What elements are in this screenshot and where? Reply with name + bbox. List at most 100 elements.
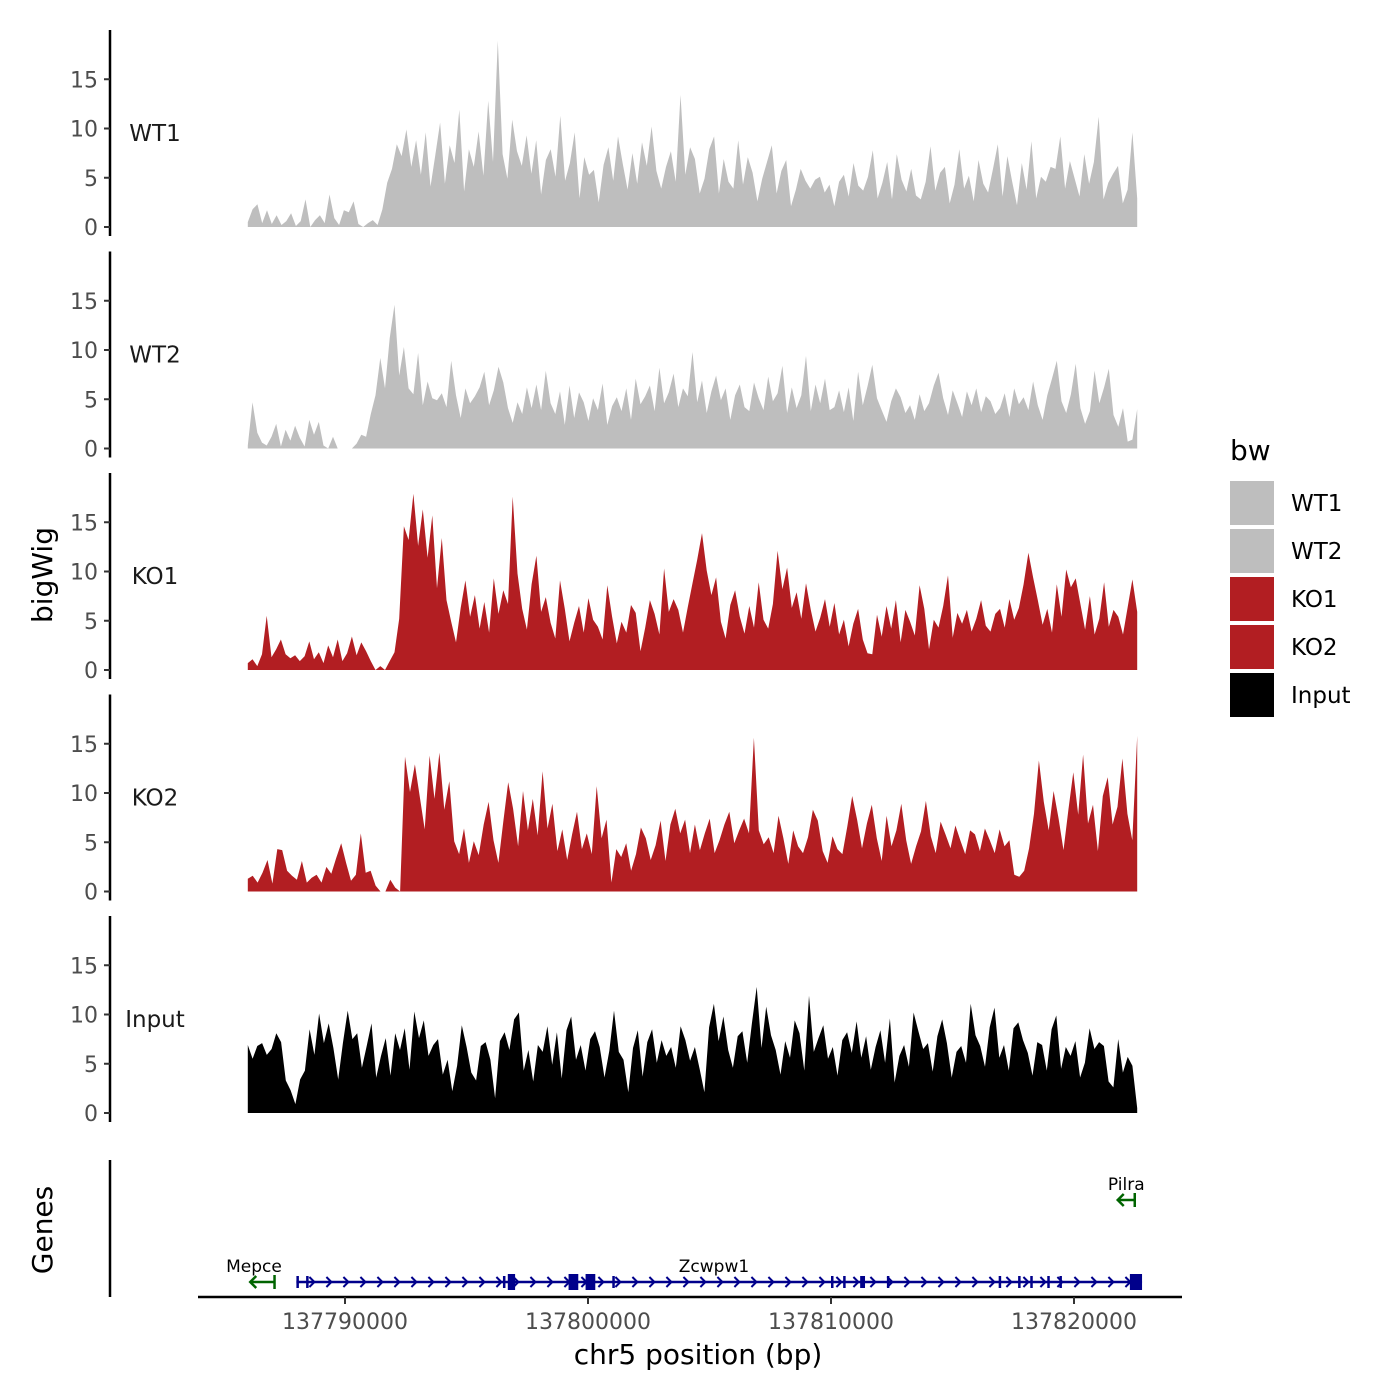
strand-arrow: [248, 1275, 258, 1289]
signal-area-wt2: [247, 304, 1138, 449]
strand-arrow: [342, 1276, 350, 1288]
signal-area-ko1: [247, 493, 1138, 670]
gene-zcwpw1: Zcwpw1: [296, 1257, 1143, 1290]
gene-mepce: Mepce: [226, 1257, 282, 1289]
strand-arrow: [597, 1276, 605, 1288]
legend-swatch-input: [1228, 671, 1276, 719]
track-label-wt2: WT2: [129, 343, 180, 369]
strand-arrow: [699, 1276, 707, 1288]
legend-title: bw: [1230, 434, 1271, 467]
y-tick-label: 15: [70, 733, 98, 758]
strand-arrow: [801, 1276, 809, 1288]
legend-swatch-wt2: [1228, 527, 1276, 575]
exon: [568, 1274, 579, 1290]
exon: [843, 1276, 846, 1288]
exon: [507, 1274, 516, 1290]
strand-arrow: [1115, 1193, 1125, 1207]
strand-arrow: [784, 1276, 792, 1288]
legend-label-input: Input: [1291, 683, 1351, 709]
y-tick-label: 0: [84, 438, 98, 463]
strand-arrow: [631, 1276, 639, 1288]
genes-axis-title: Genes: [26, 1186, 59, 1274]
track-label-input: Input: [125, 1007, 185, 1033]
gene-label-zcwpw1: Zcwpw1: [679, 1257, 749, 1277]
exon: [1129, 1274, 1143, 1290]
exon: [1030, 1276, 1033, 1288]
strand-arrow: [682, 1276, 690, 1288]
track-label-ko2: KO2: [132, 786, 179, 812]
strand-arrow: [461, 1276, 469, 1288]
y-tick-label: 15: [70, 290, 98, 315]
y-tick-label: 10: [70, 339, 98, 364]
legend-swatch-ko2: [1228, 623, 1276, 671]
track-label-wt1: WT1: [129, 121, 180, 147]
exon: [306, 1276, 309, 1288]
track-wt2: 0 5 10 15 WT2: [70, 251, 1138, 463]
strand-arrow: [852, 1276, 860, 1288]
x-axis: 137790000 137800000 137810000 137820000: [198, 1295, 1182, 1335]
legend-label-wt2: WT2: [1291, 539, 1342, 565]
x-tick-label: 137820000: [1011, 1310, 1137, 1335]
strand-arrow: [1022, 1276, 1030, 1288]
y-tick-label: 5: [84, 610, 98, 635]
strand-arrow: [971, 1276, 979, 1288]
exon: [612, 1276, 615, 1288]
legend-swatch-ko1: [1228, 575, 1276, 623]
strand-arrow: [920, 1276, 928, 1288]
strand-arrow: [393, 1276, 401, 1288]
y-tick-label: 5: [84, 388, 98, 413]
y-tick-label: 5: [84, 831, 98, 856]
legend-label-ko2: KO2: [1291, 635, 1338, 661]
y-tick-label: 5: [84, 1053, 98, 1078]
y-tick-label: 5: [84, 167, 98, 192]
exon: [1059, 1276, 1062, 1288]
strand-arrow: [750, 1276, 758, 1288]
exon: [831, 1276, 834, 1288]
exon: [296, 1276, 299, 1288]
track-ko1: 0 5 10 15 KO1: [70, 473, 1138, 684]
strand-arrow: [376, 1276, 384, 1288]
strand-arrow: [546, 1276, 554, 1288]
gene-label-mepce: Mepce: [226, 1257, 282, 1277]
strand-arrow: [308, 1276, 316, 1288]
signal-area-wt1: [247, 40, 1138, 227]
legend-label-ko1: KO1: [1291, 587, 1338, 613]
y-tick-label: 0: [84, 881, 98, 906]
strand-arrow: [716, 1276, 724, 1288]
y-tick-label: 10: [70, 118, 98, 143]
strand-arrow: [444, 1276, 452, 1288]
strand-arrow: [733, 1276, 741, 1288]
x-axis-title: chr5 position (bp): [574, 1338, 823, 1371]
strand-arrow: [954, 1276, 962, 1288]
strand-arrow: [410, 1276, 418, 1288]
strand-arrow: [869, 1276, 877, 1288]
y-tick-label: 10: [70, 782, 98, 807]
strand-arrow: [1124, 1276, 1132, 1288]
track-label-ko1: KO1: [132, 564, 179, 590]
strand-arrow: [1056, 1276, 1064, 1288]
strand-arrow: [937, 1276, 945, 1288]
signal-tracks: 0 5 10 15 WT1 0 5 10 15 WT2 0 5 10 15 KO1 0 5 10 15 KO2 0 5 10…: [70, 30, 1138, 1127]
exon: [886, 1276, 890, 1288]
strand-arrow: [1107, 1276, 1115, 1288]
strand-arrow: [886, 1276, 894, 1288]
x-tick-label: 137790000: [282, 1310, 408, 1335]
strand-arrow: [988, 1276, 996, 1288]
strand-arrow: [835, 1276, 843, 1288]
y-tick-label: 15: [70, 68, 98, 93]
track-input: 0 5 10 15 Input: [70, 916, 1138, 1127]
strand-arrow: [478, 1276, 486, 1288]
strand-arrow: [1005, 1276, 1013, 1288]
strand-arrow: [495, 1276, 503, 1288]
exon: [860, 1276, 866, 1288]
strand-arrow: [359, 1276, 367, 1288]
track-ko2: 0 5 10 15 KO2: [70, 694, 1138, 906]
signal-area-input: [247, 986, 1138, 1113]
legend: bw WT1 WT2 KO1 KO2 Input: [1228, 434, 1351, 719]
strand-arrow: [767, 1276, 775, 1288]
y-tick-label: 15: [70, 511, 98, 536]
y-tick-label: 0: [84, 1102, 98, 1127]
strand-arrow: [427, 1276, 435, 1288]
strand-arrow: [648, 1276, 656, 1288]
